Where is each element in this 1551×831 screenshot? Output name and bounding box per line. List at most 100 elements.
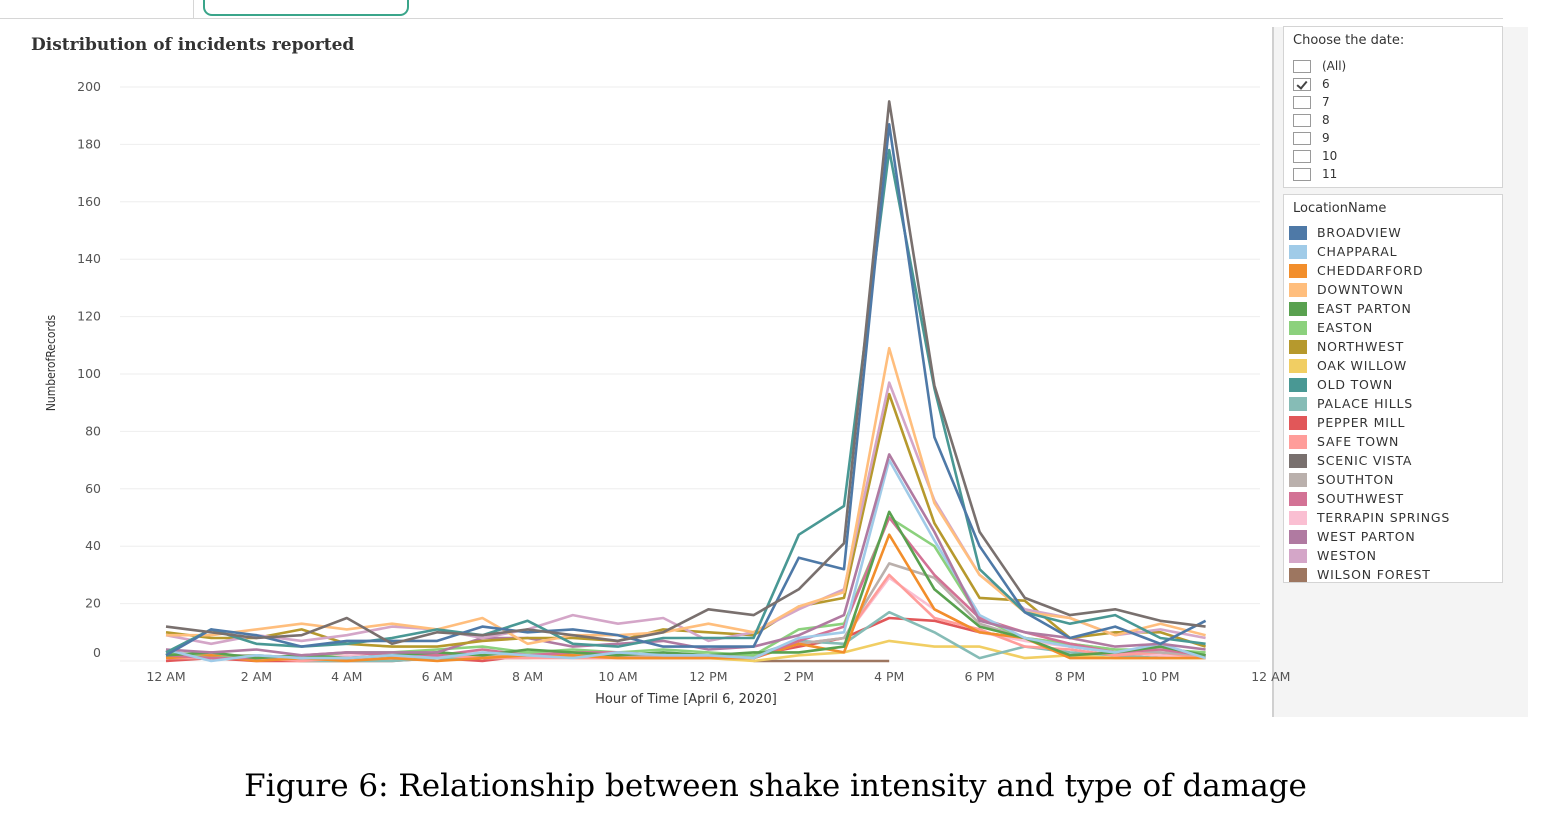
- checkbox[interactable]: [1293, 167, 1311, 181]
- legend-label: CHAPPARAL: [1317, 244, 1398, 259]
- series-lines: [165, 100, 1207, 663]
- y-tick-label: 40: [85, 538, 101, 553]
- y-tick-label: 160: [77, 194, 101, 209]
- legend-item[interactable]: SAFE TOWN: [1289, 432, 1399, 451]
- legend-label: WEST PARTON: [1317, 529, 1416, 544]
- legend-swatch: [1289, 225, 1307, 240]
- date-option[interactable]: 6: [1293, 75, 1330, 93]
- legend-item[interactable]: OAK WILLOW: [1289, 356, 1407, 375]
- legend-item[interactable]: SCENIC VISTA: [1289, 451, 1412, 470]
- legend-item[interactable]: CHEDDARFORD: [1289, 261, 1423, 280]
- legend-title: LocationName: [1293, 201, 1387, 216]
- legend-label: SOUTHWEST: [1317, 491, 1404, 506]
- legend-swatch: [1289, 282, 1307, 297]
- legend-item[interactable]: SOUTHTON: [1289, 470, 1394, 489]
- series-line-weston[interactable]: [165, 381, 1206, 646]
- checkbox[interactable]: [1293, 113, 1311, 127]
- legend-item[interactable]: WESTON: [1289, 546, 1377, 565]
- legend-item[interactable]: WEST PARTON: [1289, 527, 1416, 546]
- legend-item[interactable]: PEPPER MILL: [1289, 413, 1405, 432]
- y-tick-label: 200: [77, 79, 101, 94]
- checkbox[interactable]: [1293, 95, 1311, 109]
- x-axis-label: Hour of Time [April 6, 2020]: [595, 692, 777, 707]
- series-line-scenic-vista[interactable]: [165, 100, 1206, 646]
- legend-swatch: [1289, 358, 1307, 373]
- legend-label: PALACE HILLS: [1317, 396, 1414, 411]
- date-option[interactable]: 10: [1293, 147, 1337, 165]
- date-option-label: 7: [1322, 95, 1330, 109]
- x-tick-label: 2 AM: [241, 669, 272, 684]
- series-line-old-town[interactable]: [165, 148, 1206, 654]
- x-tick-label: 6 PM: [964, 669, 994, 684]
- legend-swatch: [1289, 244, 1307, 259]
- x-tick-label: 12 PM: [689, 669, 727, 684]
- legend-label: DOWNTOWN: [1317, 282, 1404, 297]
- legend-item[interactable]: TERRAPIN SPRINGS: [1289, 508, 1450, 527]
- x-tick-label: 4 PM: [874, 669, 904, 684]
- legend-label: EASTON: [1317, 320, 1374, 335]
- date-option-label: 6: [1322, 77, 1330, 91]
- chart-panel: [22, 27, 1272, 717]
- date-option-label: (All): [1322, 59, 1347, 73]
- legend-label: OAK WILLOW: [1317, 358, 1408, 373]
- x-tick-label: 12 AM: [1251, 669, 1290, 684]
- date-option[interactable]: 9: [1293, 129, 1330, 147]
- checkbox[interactable]: [1293, 149, 1311, 163]
- series-line-downtown[interactable]: [166, 346, 1206, 646]
- legend-swatch: [1289, 396, 1307, 411]
- checkbox[interactable]: [1293, 59, 1311, 73]
- checkbox[interactable]: [1293, 131, 1311, 145]
- legend-swatch: [1289, 510, 1307, 525]
- legend-item[interactable]: PALACE HILLS: [1289, 394, 1413, 413]
- legend-swatch: [1289, 453, 1307, 468]
- checkbox-checked[interactable]: [1293, 77, 1311, 91]
- y-axis-label: NumberofRecords: [44, 314, 58, 411]
- legend-item[interactable]: SOUTHWEST: [1289, 489, 1404, 508]
- legend-item[interactable]: BROADVIEW: [1289, 223, 1402, 242]
- legend-label: WILSON FOREST: [1317, 567, 1431, 582]
- y-tick-label: 0: [93, 645, 101, 660]
- date-filter-panel: Choose the date: (All) 6 7 8 9 10 11: [1283, 26, 1503, 188]
- date-option[interactable]: (All): [1293, 57, 1346, 75]
- legend-label: WESTON: [1317, 548, 1377, 563]
- series-line-chapparal[interactable]: [165, 458, 1206, 663]
- date-option-label: 8: [1322, 113, 1330, 127]
- y-tick-label: 120: [77, 309, 101, 324]
- legend-label: BROADVIEW: [1317, 225, 1402, 240]
- legend-swatch: [1289, 339, 1307, 354]
- legend-label: CHEDDARFORD: [1317, 263, 1424, 278]
- legend-item[interactable]: WILSON FOREST: [1289, 565, 1431, 584]
- x-tick-label: 8 PM: [1055, 669, 1085, 684]
- legend-item[interactable]: OLD TOWN: [1289, 375, 1393, 394]
- date-option[interactable]: 7: [1293, 93, 1330, 111]
- x-tick-label: 2 PM: [784, 669, 814, 684]
- x-axis-ticks: 12 AM 2 AM 4 AM 6 AM 8 AM 10 AM 12 PM 2 PM 4 PM 6…: [146, 669, 1290, 684]
- legend-swatch: [1289, 472, 1307, 487]
- date-option[interactable]: 11: [1293, 165, 1337, 183]
- legend-item[interactable]: CHAPPARAL: [1289, 242, 1397, 261]
- y-tick-label: 20: [85, 596, 101, 611]
- x-tick-label: 4 AM: [331, 669, 362, 684]
- legend-swatch: [1289, 415, 1307, 430]
- legend-item[interactable]: NORTHWEST: [1289, 337, 1404, 356]
- legend-item[interactable]: EAST PARTON: [1289, 299, 1412, 318]
- legend-label: NORTHWEST: [1317, 339, 1405, 354]
- date-option[interactable]: 8: [1293, 111, 1330, 129]
- legend-swatch: [1289, 491, 1307, 506]
- legend-panel: LocationName BROADVIEW CHAPPARAL CHEDDARFO…: [1283, 194, 1503, 583]
- legend-item[interactable]: EASTON: [1289, 318, 1373, 337]
- legend-label: EAST PARTON: [1317, 301, 1412, 316]
- legend-label: TERRAPIN SPRINGS: [1317, 510, 1451, 525]
- legend-label: PEPPER MILL: [1317, 415, 1406, 430]
- legend-swatch: [1289, 548, 1307, 563]
- y-tick-label: 80: [85, 423, 101, 438]
- active-tab-indicator[interactable]: [203, 0, 409, 16]
- date-option-label: 9: [1322, 131, 1330, 145]
- x-tick-label: 10 PM: [1141, 669, 1179, 684]
- legend-label: SCENIC VISTA: [1317, 453, 1413, 468]
- chart-title: Distribution of incidents reported: [31, 35, 355, 55]
- series-line-west-parton[interactable]: [165, 453, 1206, 657]
- legend-item[interactable]: DOWNTOWN: [1289, 280, 1404, 299]
- series-line-broadview[interactable]: [165, 123, 1207, 657]
- legend-swatch: [1289, 320, 1307, 335]
